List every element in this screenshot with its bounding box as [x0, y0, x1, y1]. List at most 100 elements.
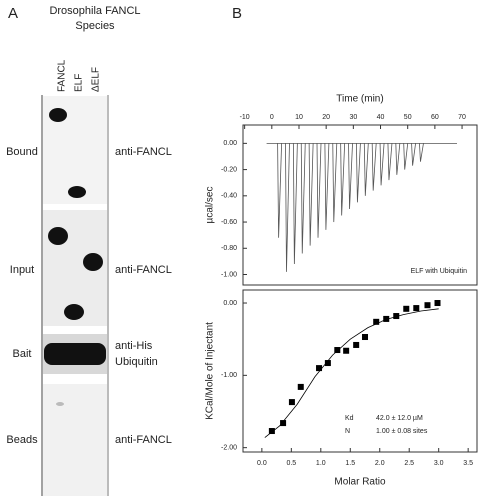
data-point: [424, 302, 431, 309]
injection-peak: [411, 143, 416, 166]
injection-peak: [379, 143, 385, 186]
antibody: anti-His: [115, 340, 153, 352]
annotation: 42.0 ± 12.0 µM: [376, 415, 423, 422]
x-tick-label: 2.0: [375, 460, 385, 467]
y-tick-label: -1.00: [221, 372, 237, 379]
blots: [41, 95, 109, 496]
antibody: anti-FANCL: [115, 146, 172, 158]
data-point: [383, 315, 390, 322]
data-point: [343, 347, 350, 354]
data-point: [434, 300, 441, 307]
plot-frame: [242, 289, 478, 453]
band: [64, 304, 84, 320]
y-tick-label: 0.00: [223, 140, 237, 147]
lane-label: ELF: [74, 74, 85, 92]
y-tick-label: 0.00: [223, 300, 237, 307]
band: [44, 343, 106, 365]
y-tick-label: -1.00: [221, 271, 237, 278]
x-tick-label: 60: [431, 114, 439, 121]
fit-line: [264, 308, 439, 438]
injection-peak: [316, 143, 322, 238]
data-point: [393, 313, 400, 320]
data-point: [362, 334, 369, 341]
data-point: [288, 399, 295, 406]
injection-peak: [332, 143, 338, 223]
x-tick-label: 20: [322, 114, 330, 121]
x-tick-label: 0.0: [257, 460, 267, 467]
x-axis-label: Molar Ratio: [334, 477, 386, 488]
lane-label: FANCL: [57, 59, 68, 92]
annotation: Kd: [345, 415, 354, 422]
injection-peak: [363, 143, 369, 196]
injection-peak: [348, 143, 353, 209]
y-tick-label: -0.20: [221, 166, 237, 173]
injection-peak: [340, 143, 346, 216]
band: [83, 253, 103, 271]
row-label: Bound: [6, 146, 38, 158]
data-point: [334, 347, 341, 354]
antibody: anti-FANCL: [115, 264, 172, 276]
x-tick-label: 1.0: [316, 460, 326, 467]
data-point: [373, 318, 380, 325]
panel-title: Species: [75, 20, 115, 32]
annotation: 1.00 ± 0.08 sites: [376, 428, 428, 435]
band: [68, 186, 86, 198]
row-label: Bait: [13, 348, 32, 360]
plot-frame: [242, 124, 478, 286]
y-tick-label: -0.40: [221, 193, 237, 200]
x-axis-label: Time (min): [336, 94, 383, 105]
row-label: Input: [10, 264, 34, 276]
injection-peak: [292, 143, 298, 265]
x-tick-label: 0: [270, 114, 274, 121]
data-point: [268, 428, 275, 435]
x-tick-label: 3.5: [463, 460, 473, 467]
injection-peak: [300, 143, 306, 254]
injection-peak: [308, 143, 314, 246]
x-tick-label: 10: [295, 114, 303, 121]
injection-peak: [371, 143, 377, 191]
row-label: Beads: [6, 434, 38, 446]
data-point: [316, 365, 323, 372]
y-axis-label: µcal/sec: [205, 187, 216, 224]
injection-peak: [277, 143, 283, 238]
x-tick-label: 3.0: [434, 460, 444, 467]
annotation: ELF with Ubiquitin: [411, 268, 468, 275]
blot: [43, 384, 107, 496]
injection-peak: [419, 143, 424, 162]
data-point: [280, 420, 287, 427]
x-tick-label: 50: [404, 114, 412, 121]
panel-title: Drosophila FANCL: [49, 5, 140, 17]
panel-label: B: [232, 5, 242, 22]
injection-peak: [403, 143, 409, 170]
injection-peak: [324, 143, 330, 230]
injection-peak: [395, 143, 401, 175]
x-tick-label: 0.5: [286, 460, 296, 467]
injection-peak: [387, 143, 393, 181]
x-tick-label: 30: [349, 114, 357, 121]
antibody: Ubiquitin: [115, 356, 158, 368]
data-point: [403, 305, 410, 312]
injection-peak: [356, 143, 361, 203]
antibody: anti-FANCL: [115, 434, 172, 446]
data-point: [297, 383, 304, 390]
y-tick-label: -0.80: [221, 245, 237, 252]
injection-peak: [285, 143, 290, 272]
y-axis-label: KCal/Mole of Injectant: [205, 322, 216, 420]
data-point: [413, 305, 420, 312]
x-tick-label: 1.5: [345, 460, 355, 467]
data-point: [353, 341, 360, 348]
band: [56, 402, 64, 406]
panel-label: A: [8, 5, 18, 22]
x-tick-label: 40: [377, 114, 385, 121]
lane-label: ΔELF: [91, 67, 102, 92]
data-point: [324, 360, 331, 367]
x-tick-label: -10: [240, 114, 250, 121]
band: [49, 108, 67, 122]
x-tick-label: 70: [458, 114, 466, 121]
x-tick-label: 2.5: [404, 460, 414, 467]
band: [48, 227, 68, 245]
y-tick-label: -2.00: [221, 445, 237, 452]
annotation: N: [345, 428, 350, 435]
y-tick-label: -0.60: [221, 219, 237, 226]
